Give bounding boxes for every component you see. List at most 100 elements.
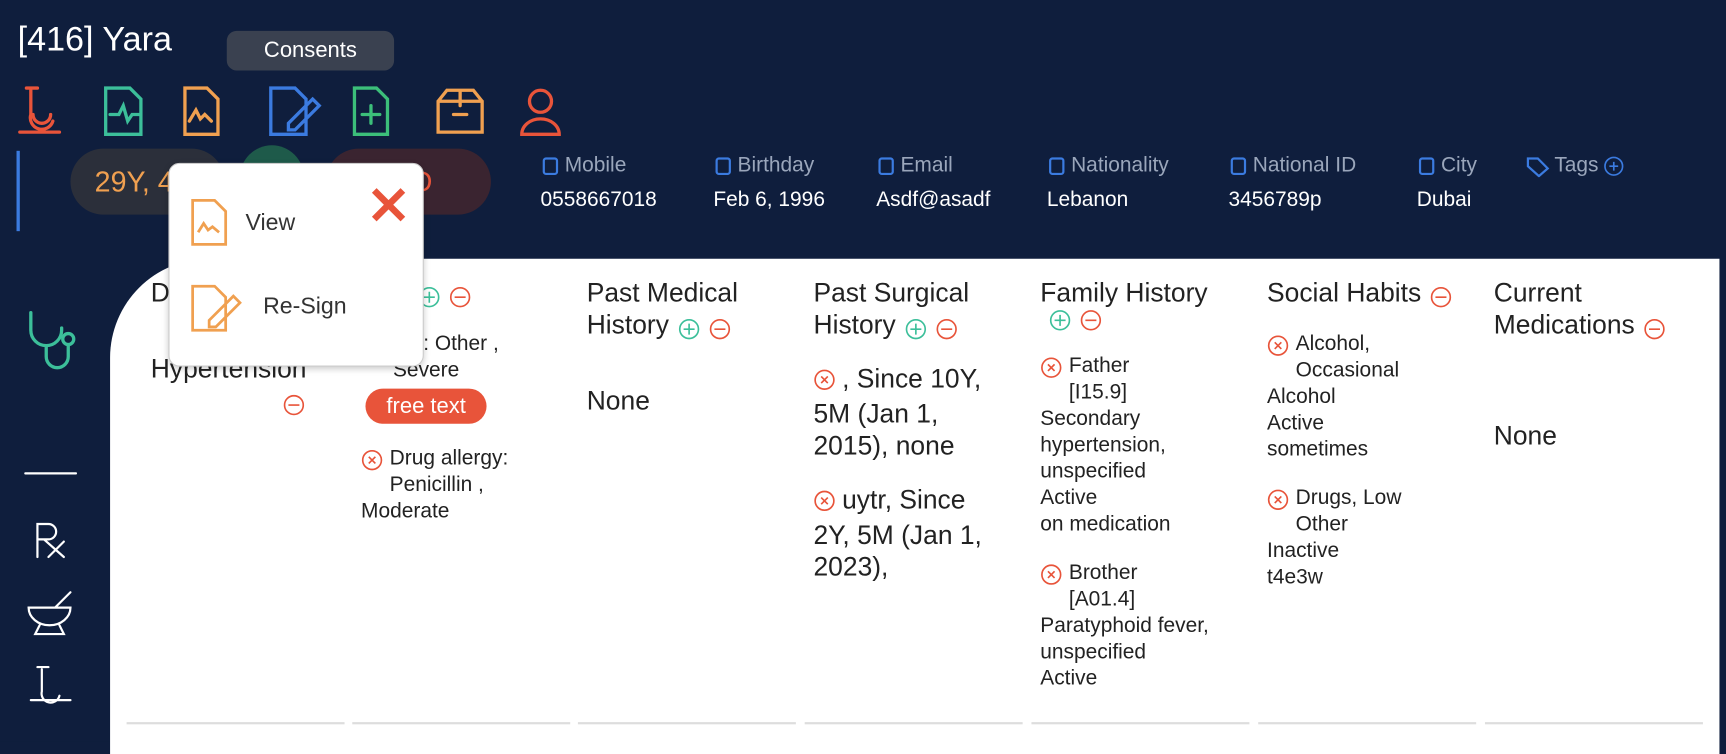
menu-item[interactable]: Re-Sign bbox=[263, 293, 347, 320]
mortar-icon[interactable] bbox=[27, 591, 72, 636]
field-icon bbox=[1418, 157, 1435, 176]
tag-icon bbox=[1526, 157, 1550, 178]
history-column: Past Medical History None bbox=[587, 277, 796, 417]
section-divider bbox=[1484, 722, 1703, 725]
field: Mobile 0558667018 bbox=[540, 154, 656, 212]
tags-label: Tags bbox=[1554, 154, 1599, 178]
tooltip: Consents bbox=[226, 30, 395, 71]
item-name-line: None bbox=[586, 386, 650, 417]
field-label: Nationality bbox=[1071, 154, 1169, 178]
history-item: uytr, Since 2Y, 5M (Jan 1, 2023), bbox=[813, 484, 1022, 583]
field-label-row: National ID bbox=[1228, 154, 1356, 178]
item-detail: Inactive bbox=[1267, 539, 1340, 563]
remove-item[interactable] bbox=[813, 490, 835, 512]
item-head: None bbox=[587, 385, 796, 417]
menu-item[interactable]: View bbox=[245, 210, 296, 236]
history-item: Brother [A01.4] Paratyphoid fever, unspecif… bbox=[1040, 560, 1249, 692]
profile-icon[interactable] bbox=[520, 88, 561, 136]
item-detail: t4e3w bbox=[1267, 565, 1323, 589]
item-head: Brother [A01.4] bbox=[1040, 560, 1249, 613]
item-name-line: [I15.9] bbox=[1068, 380, 1128, 404]
section-divider bbox=[804, 722, 1023, 725]
history-item: None bbox=[587, 385, 796, 417]
history-item: , Since 10Y, 5M (Jan 1, 2015), none bbox=[813, 363, 1022, 462]
history-column: Social Habits Alcohol, Occasional Alcohol Ac… bbox=[1267, 277, 1476, 591]
field-value: 3456789p bbox=[1228, 188, 1322, 212]
field-icon bbox=[542, 157, 559, 176]
package-icon[interactable] bbox=[436, 88, 484, 134]
field-label-row: City bbox=[1417, 154, 1477, 178]
consent-icon[interactable] bbox=[269, 86, 322, 136]
column-title: Social Habits bbox=[1267, 278, 1422, 309]
history-item: Drug allergy: Penicillin , Moderate bbox=[361, 446, 570, 525]
item-detail: 2023), bbox=[813, 552, 889, 583]
remove-button[interactable] bbox=[935, 318, 957, 340]
add-button[interactable] bbox=[904, 318, 926, 340]
column-actions bbox=[1049, 309, 1102, 331]
field-label-row: Email bbox=[876, 154, 990, 178]
item-name-line: [A01.4] bbox=[1068, 587, 1136, 611]
remove-button[interactable] bbox=[1430, 286, 1452, 308]
field-label-row: Mobile bbox=[540, 154, 656, 178]
item-head: , Since 10Y, bbox=[813, 363, 1022, 398]
patient-title: [416] Yara bbox=[17, 19, 172, 59]
remove-item[interactable] bbox=[361, 449, 383, 471]
remove-item[interactable] bbox=[1267, 489, 1289, 511]
item-detail: 2Y, 5M (Jan 1, bbox=[813, 520, 982, 551]
column-actions bbox=[1430, 286, 1452, 308]
add-button[interactable] bbox=[678, 318, 700, 340]
item-detail: Active bbox=[1040, 486, 1098, 510]
field-label: Email bbox=[900, 154, 953, 178]
field-value: 0558667018 bbox=[540, 188, 657, 212]
vitals-icon[interactable] bbox=[104, 86, 143, 136]
item-detail: 2015), none bbox=[813, 431, 955, 462]
close-button[interactable] bbox=[370, 186, 407, 223]
add-button[interactable] bbox=[1049, 309, 1071, 331]
toolbar bbox=[18, 86, 561, 136]
stethoscope-icon[interactable] bbox=[29, 310, 76, 370]
item-name: Drugs, Low Other bbox=[1296, 485, 1402, 538]
column-actions bbox=[418, 286, 471, 308]
field-icon bbox=[1049, 157, 1065, 176]
item-name: None bbox=[587, 385, 650, 417]
history-item: her: Other , Severe free text bbox=[361, 331, 570, 424]
remove-button[interactable] bbox=[1080, 309, 1102, 331]
section-divider bbox=[1258, 722, 1477, 725]
remove-item[interactable] bbox=[1267, 335, 1289, 357]
item-detail: hypertension, bbox=[1040, 433, 1166, 457]
remove-button[interactable] bbox=[709, 318, 731, 340]
item-head: Drug allergy: Penicillin , bbox=[361, 446, 570, 499]
remove-button[interactable] bbox=[1644, 318, 1666, 340]
field-value: Dubai bbox=[1416, 188, 1472, 212]
item-detail: sometimes bbox=[1267, 438, 1369, 462]
item-name-line: Penicillin , bbox=[389, 473, 484, 497]
sidebar bbox=[24, 310, 78, 704]
lab-icon[interactable] bbox=[18, 86, 62, 134]
item-name-line: Brother bbox=[1068, 561, 1138, 585]
document-add-icon[interactable] bbox=[352, 86, 390, 136]
item-name: Drug allergy: Penicillin , bbox=[390, 446, 509, 499]
item-name-line: Drug allergy: bbox=[389, 446, 509, 471]
column-title: Past Medical History bbox=[586, 278, 738, 341]
field-label: Mobile bbox=[564, 154, 627, 178]
item-detail: Secondary bbox=[1040, 407, 1141, 431]
item-name-line: uytr, Since bbox=[842, 485, 966, 516]
remove-item[interactable] bbox=[1040, 357, 1062, 379]
remove-button[interactable] bbox=[449, 286, 471, 308]
history-item: None bbox=[1494, 421, 1703, 453]
add-tag[interactable] bbox=[1603, 155, 1625, 177]
field-label: Birthday bbox=[737, 154, 815, 178]
item-detail: Active bbox=[1040, 667, 1098, 691]
remove-item[interactable] bbox=[813, 369, 835, 391]
field-label: City bbox=[1440, 154, 1477, 178]
remove-item[interactable] bbox=[1040, 564, 1062, 586]
rx-icon[interactable] bbox=[36, 522, 65, 559]
history-item: Drugs, Low Other Inactive t4e3w bbox=[1267, 485, 1476, 591]
field-value: Lebanon bbox=[1046, 188, 1129, 212]
report-icon[interactable] bbox=[183, 86, 220, 136]
remove-button[interactable] bbox=[283, 394, 305, 416]
microscope-icon[interactable] bbox=[29, 665, 72, 704]
item-detail: on medication bbox=[1040, 512, 1171, 537]
